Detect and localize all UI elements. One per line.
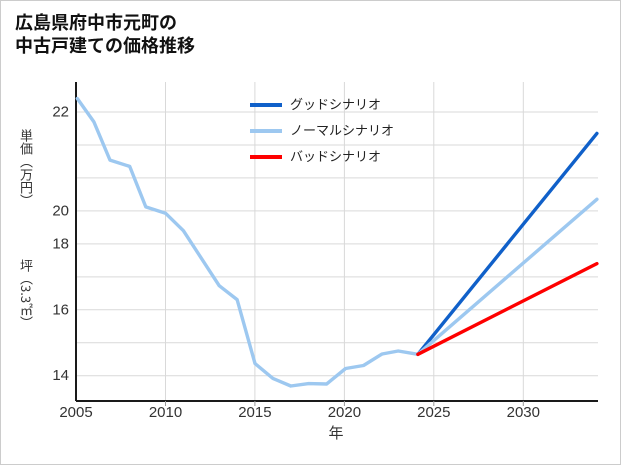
svg-text:16: 16 [52, 301, 69, 318]
svg-text:2020: 2020 [328, 404, 361, 421]
svg-text:2015: 2015 [238, 404, 271, 421]
svg-text:18: 18 [52, 235, 69, 252]
svg-text:2005: 2005 [59, 404, 92, 421]
svg-text:2010: 2010 [149, 404, 182, 421]
svg-text:グッドシナリオ: グッドシナリオ [290, 94, 381, 113]
svg-text:14: 14 [52, 367, 69, 384]
svg-text:ノーマルシナリオ: ノーマルシナリオ [290, 120, 394, 139]
svg-text:年: 年 [328, 422, 343, 443]
svg-text:2025: 2025 [417, 404, 450, 421]
svg-text:22: 22 [52, 104, 69, 121]
svg-text:バッドシナリオ: バッドシナリオ [290, 146, 381, 165]
svg-text:20: 20 [52, 202, 69, 219]
svg-text:2030: 2030 [507, 404, 540, 421]
